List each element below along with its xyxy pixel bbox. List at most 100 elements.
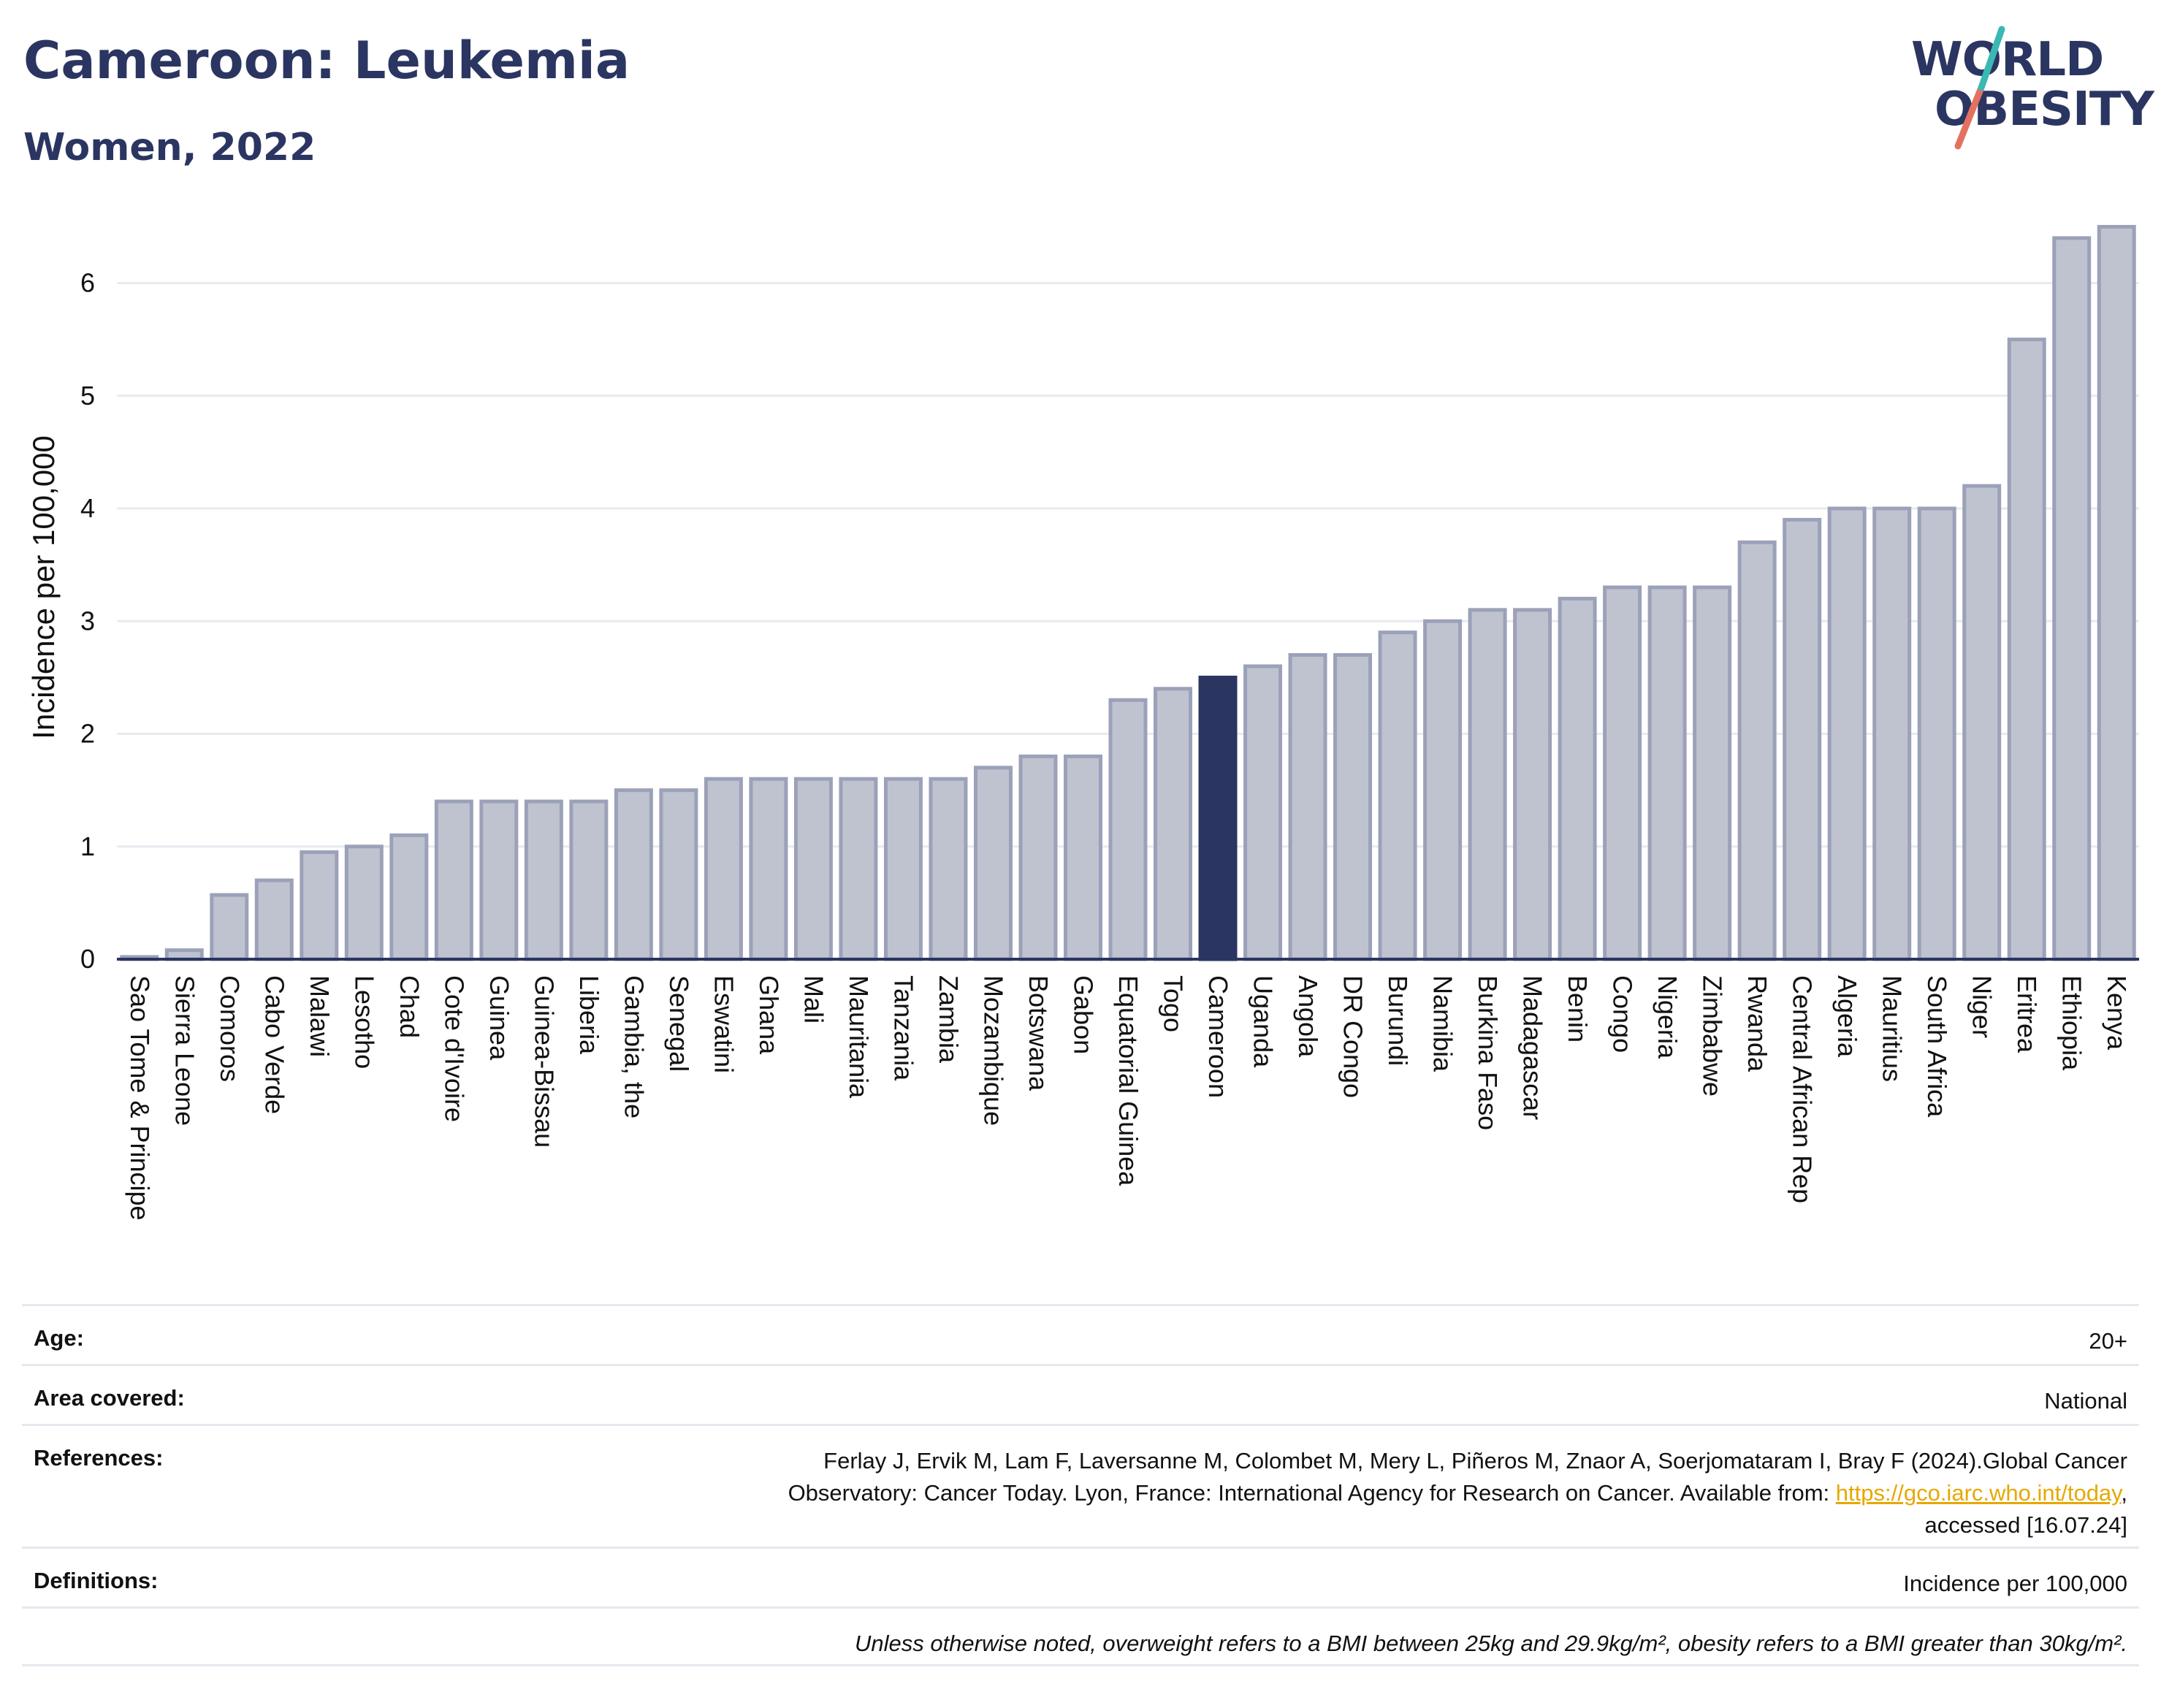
bar — [1018, 754, 1058, 961]
x-tick-label: Uganda — [1249, 975, 1278, 1068]
page-subtitle: Women, 2022 — [23, 126, 316, 169]
bar-chart: 0 1 2 3 4 5 6 Incidence per 100,000 Sao Tome & P… — [26, 224, 2139, 1221]
bar — [1737, 540, 1777, 961]
bar — [929, 777, 968, 961]
y-tick-label: 3 — [80, 606, 95, 636]
x-tick-label: Sao Tome & Principe — [125, 975, 155, 1221]
x-tick-label: Algeria — [1832, 975, 1862, 1058]
definitions-value: Incidence per 100,000 — [1903, 1571, 2127, 1596]
x-tick-label: Benin — [1563, 975, 1593, 1042]
bar — [569, 799, 609, 961]
age-value: 20+ — [2089, 1328, 2127, 1354]
x-tick-label: Liberia — [574, 975, 604, 1055]
x-tick-label: Gambia, the — [619, 975, 649, 1118]
bar — [1333, 653, 1373, 961]
x-tick-label: South Africa — [1922, 975, 1952, 1118]
bar — [1513, 608, 1552, 961]
bar — [1154, 687, 1193, 961]
logo-text-world: WORLD — [1911, 33, 2104, 87]
info-row-note: Unless otherwise noted, overweight refer… — [22, 1606, 2139, 1666]
info-row-age: Age: 20+ — [22, 1304, 2139, 1364]
x-tick-label: Burundi — [1383, 975, 1413, 1066]
bar — [524, 799, 563, 961]
x-tick-label: Niger — [1967, 975, 1997, 1038]
y-tick-label: 5 — [80, 381, 95, 411]
x-tick-label: Zimbabwe — [1698, 975, 1728, 1097]
x-tick-label: Burkina Faso — [1473, 975, 1503, 1130]
bar — [1108, 698, 1148, 961]
x-tick-label: Mauritius — [1878, 975, 1907, 1082]
bar — [254, 878, 294, 961]
bar — [1783, 517, 1822, 961]
bar — [659, 788, 698, 961]
age-label: Age: — [34, 1325, 84, 1351]
x-tick-label: Eritrea — [2012, 975, 2042, 1053]
y-tick-label: 1 — [80, 831, 95, 861]
bar — [389, 833, 429, 961]
x-tick-label: Zambia — [934, 975, 964, 1064]
x-tick-label: Comoros — [215, 975, 245, 1082]
bar — [210, 893, 249, 961]
bar — [2052, 236, 2092, 961]
x-tick-label: Cameroon — [1203, 975, 1233, 1098]
x-tick-label: Lesotho — [349, 975, 379, 1069]
x-tick-label: Mauritania — [844, 975, 874, 1099]
y-tick-label: 2 — [80, 719, 95, 749]
x-tick-label: Malawi — [305, 975, 335, 1057]
x-tick-label: Rwanda — [1742, 975, 1772, 1072]
x-tick-label: Tanzania — [888, 975, 918, 1081]
x-tick-label: DR Congo — [1338, 975, 1368, 1098]
x-tick-label: Togo — [1159, 975, 1189, 1032]
x-tick-label: Eswatini — [709, 975, 739, 1073]
bar — [1917, 506, 1956, 961]
bar — [973, 766, 1013, 961]
x-tick-label: Cote d'Ivoire — [439, 975, 469, 1122]
info-row-references: References: Ferlay J, Ervik M, Lam F, La… — [22, 1424, 2139, 1547]
bar-highlight — [1198, 675, 1238, 961]
references-link[interactable]: https://gco.iarc.who.int/today — [1835, 1480, 2122, 1506]
references-text-2: Observatory: Cancer Today. Lyon, France:… — [788, 1480, 1836, 1506]
info-row-area: Area covered: National — [22, 1364, 2139, 1424]
bar — [1872, 506, 1912, 961]
bar — [2007, 338, 2046, 961]
y-tick-label: 4 — [80, 493, 95, 523]
x-tick-label: Sierra Leone — [169, 975, 199, 1126]
bar — [300, 850, 339, 961]
x-tick-label: Senegal — [664, 975, 694, 1072]
info-table: Age: 20+ Area covered: National Referenc… — [22, 1304, 2139, 1666]
x-tick-label: Gabon — [1068, 975, 1098, 1054]
bar — [479, 799, 519, 961]
bar — [839, 777, 878, 961]
x-tick-label: Botswana — [1024, 975, 1053, 1091]
x-tick-label: Namibia — [1428, 975, 1458, 1072]
x-tick-label: Ethiopia — [2057, 975, 2087, 1071]
bar — [1243, 664, 1283, 961]
y-tick-label: 0 — [80, 944, 95, 974]
references-value: Ferlay J, Ervik M, Lam F, Laversanne M, … — [788, 1445, 2127, 1541]
x-tick-label: Kenya — [2102, 975, 2132, 1051]
logo-slash-icon — [1954, 26, 2005, 150]
bar — [1647, 585, 1687, 961]
x-tick-label: Chad — [395, 975, 424, 1038]
bar — [1378, 630, 1417, 961]
bar — [704, 777, 743, 961]
x-tick-label: Guinea — [484, 975, 514, 1061]
info-row-definitions: Definitions: Incidence per 100,000 — [22, 1547, 2139, 1606]
area-label: Area covered: — [34, 1385, 185, 1411]
references-after-link: , — [2121, 1480, 2127, 1506]
bar — [749, 777, 788, 961]
bar — [1558, 596, 1597, 961]
y-tick-label: 6 — [80, 268, 95, 298]
bar — [1693, 585, 1732, 961]
x-tick-label: Equatorial Guinea — [1113, 975, 1143, 1186]
x-tick-label: Cabo Verde — [259, 975, 289, 1114]
world-obesity-logo: WORLD OBESITY — [1899, 22, 2154, 153]
references-label: References: — [34, 1445, 164, 1471]
bar — [1468, 608, 1507, 961]
bar — [614, 788, 653, 961]
bar — [883, 777, 923, 961]
bar — [1288, 653, 1327, 961]
x-tick-label: Angola — [1293, 975, 1323, 1058]
page-title: Cameroon: Leukemia — [23, 31, 630, 91]
x-tick-label: Mozambique — [978, 975, 1008, 1126]
